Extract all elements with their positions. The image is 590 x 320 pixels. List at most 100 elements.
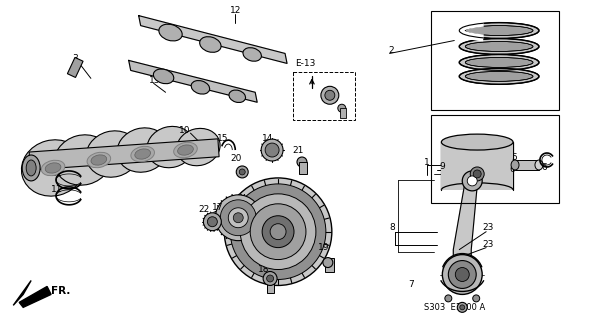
Circle shape [325,90,335,100]
Bar [515,160,539,170]
Ellipse shape [54,135,112,185]
Circle shape [448,260,476,288]
Circle shape [224,178,332,285]
Ellipse shape [147,126,194,168]
Text: 6: 6 [509,165,515,174]
Circle shape [442,255,482,294]
Polygon shape [13,280,31,305]
Bar [325,258,334,271]
Circle shape [220,200,256,236]
Ellipse shape [87,152,111,168]
Polygon shape [19,286,51,307]
Text: 23: 23 [482,240,494,249]
Text: 1: 1 [424,158,430,167]
Circle shape [240,194,316,269]
Circle shape [473,295,480,302]
Ellipse shape [135,149,150,159]
Ellipse shape [459,68,539,84]
Circle shape [323,258,333,268]
Bar [67,58,83,77]
Text: 21: 21 [292,146,303,155]
Text: 11: 11 [51,169,63,179]
Ellipse shape [131,146,155,162]
Ellipse shape [178,145,194,155]
Ellipse shape [229,90,245,102]
Ellipse shape [243,48,261,61]
Text: 7: 7 [408,280,414,289]
Text: 19: 19 [318,243,329,252]
Text: 16: 16 [264,213,276,222]
Ellipse shape [117,128,168,172]
Text: 13: 13 [149,76,160,85]
Ellipse shape [470,167,484,181]
Text: 12: 12 [230,6,242,15]
Circle shape [262,216,294,248]
Ellipse shape [466,71,533,81]
Ellipse shape [511,160,519,170]
Text: 18: 18 [258,265,270,274]
Bar [431,115,559,203]
Ellipse shape [21,140,84,196]
Text: 9: 9 [440,163,445,172]
Text: 14: 14 [262,133,274,143]
Ellipse shape [441,134,513,150]
Circle shape [467,176,477,186]
Circle shape [267,275,274,282]
Circle shape [338,104,346,112]
Bar [431,11,559,110]
Text: 17: 17 [212,203,224,212]
Circle shape [239,169,245,175]
Text: S303  E1600 A: S303 E1600 A [424,303,486,312]
Ellipse shape [459,23,539,38]
Circle shape [228,208,248,228]
Ellipse shape [473,170,481,178]
Circle shape [321,86,339,104]
Ellipse shape [466,42,533,52]
Ellipse shape [45,163,61,173]
Text: 5: 5 [511,153,517,162]
Circle shape [463,171,482,191]
Text: 10: 10 [179,126,190,135]
Polygon shape [129,60,257,102]
Circle shape [236,166,248,178]
Circle shape [265,143,279,157]
Ellipse shape [173,142,197,158]
Circle shape [233,213,243,223]
Polygon shape [139,16,287,63]
Circle shape [230,184,326,279]
Bar [340,108,346,118]
Circle shape [297,157,307,167]
Ellipse shape [91,155,107,165]
Bar [299,162,307,174]
Ellipse shape [459,38,539,54]
Ellipse shape [459,54,539,70]
Circle shape [457,302,467,312]
Ellipse shape [191,81,209,94]
Circle shape [460,305,465,310]
Text: 6: 6 [541,164,547,172]
Text: 8: 8 [389,223,395,232]
Text: 2: 2 [389,46,394,55]
Text: 20: 20 [230,154,242,163]
Ellipse shape [199,37,221,52]
Text: FR.: FR. [51,286,70,296]
Ellipse shape [466,58,533,68]
Bar [29,139,219,170]
Circle shape [455,268,469,282]
Ellipse shape [466,26,533,36]
Circle shape [261,139,283,161]
Bar [441,142,513,190]
Ellipse shape [26,160,36,176]
Ellipse shape [153,69,174,84]
Ellipse shape [535,160,543,170]
Circle shape [207,217,217,227]
Ellipse shape [22,155,40,181]
Ellipse shape [177,128,220,166]
Ellipse shape [41,160,65,176]
Circle shape [263,271,277,285]
Circle shape [270,224,286,240]
Text: 23: 23 [482,223,494,232]
Bar [267,282,274,293]
Circle shape [445,295,452,302]
Ellipse shape [86,131,139,177]
